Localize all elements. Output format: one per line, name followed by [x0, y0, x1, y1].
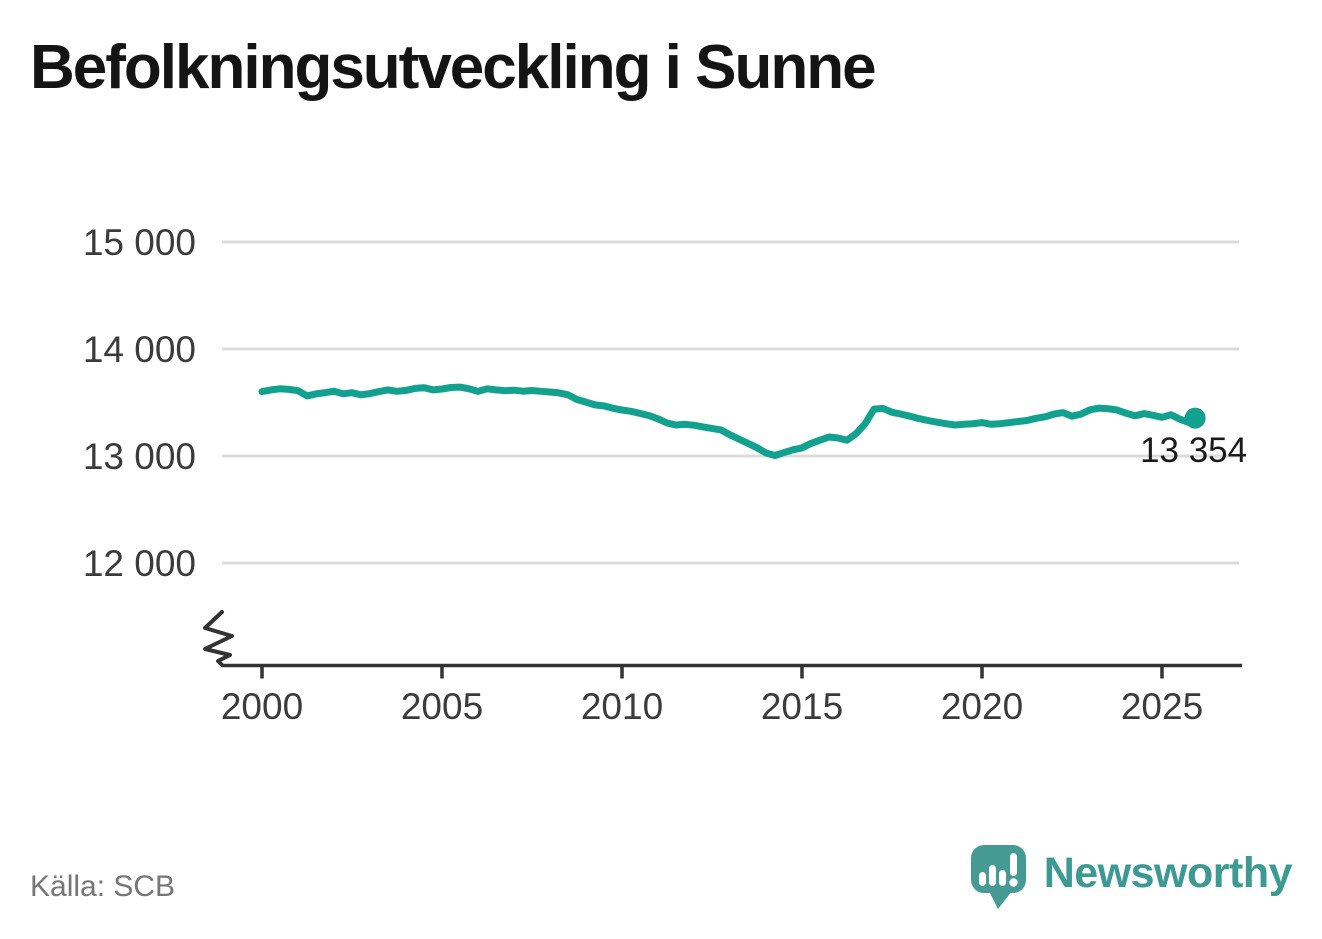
y-tick-label: 14 000 [83, 329, 196, 370]
newsworthy-logo: Newsworthy [970, 843, 1293, 909]
x-tick-label: 2020 [941, 686, 1023, 727]
source-label: Källa: SCB [30, 870, 176, 903]
end-point-dot [1184, 407, 1206, 429]
population-line-chart: 12 000 13 000 14 000 15 000 13 354 2000 2005 20… [83, 222, 1247, 727]
page-title: Befolkningsutveckling i Sunne [30, 33, 877, 102]
x-tick-label: 2000 [221, 686, 303, 727]
axis-break-icon [203, 610, 234, 667]
x-tick-label: 2015 [761, 686, 843, 727]
y-tick-label: 13 000 [83, 436, 196, 477]
y-tick-label: 15 000 [83, 222, 196, 263]
end-value-label: 13 354 [1140, 431, 1247, 470]
x-tick-label: 2025 [1121, 686, 1203, 727]
speech-bubble-bar-chart-icon [970, 845, 1026, 909]
x-tick-label: 2010 [581, 686, 663, 727]
population-line [258, 383, 1199, 459]
y-tick-label: 12 000 [83, 543, 196, 584]
x-tick-label: 2005 [401, 686, 483, 727]
brand-name: Newsworthy [1043, 848, 1293, 897]
